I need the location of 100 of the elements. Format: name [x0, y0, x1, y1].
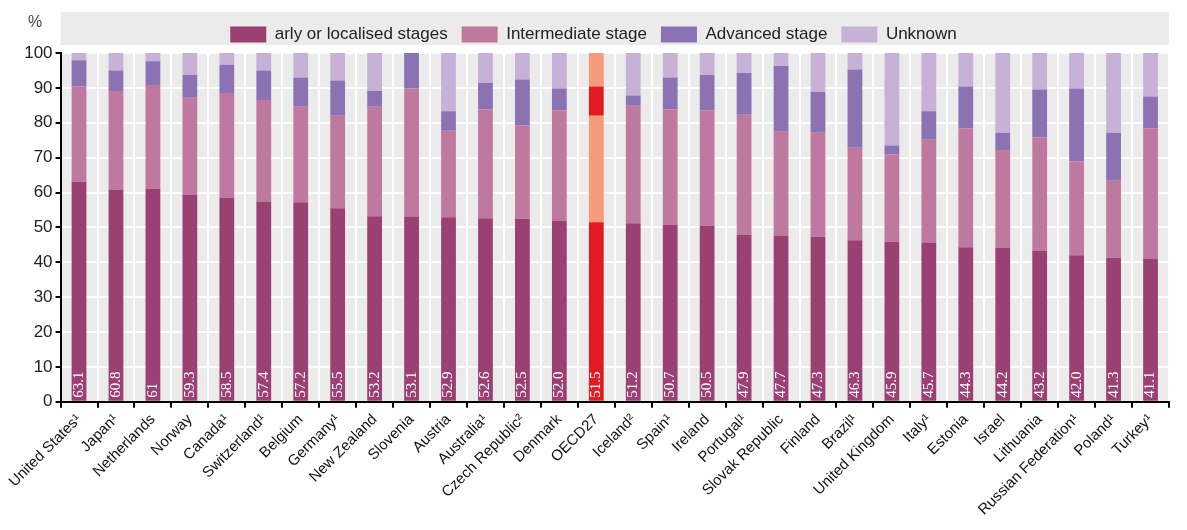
bar [699, 225, 715, 401]
bar [71, 60, 87, 87]
data-label: 53.2 [365, 371, 382, 398]
bar [330, 115, 346, 209]
data-label: 41.3 [1104, 371, 1121, 398]
bar [662, 224, 678, 401]
bar [662, 109, 678, 225]
bar [367, 216, 383, 401]
data-label: 47.3 [808, 371, 825, 398]
y-tick-label: 0 [43, 391, 53, 411]
bar [1143, 53, 1158, 97]
data-label: 58.5 [217, 371, 234, 398]
bar [810, 236, 826, 401]
bar [1069, 88, 1085, 162]
bar [995, 53, 1011, 133]
bar [293, 77, 309, 107]
data-label: 51.5 [587, 371, 604, 398]
bar [921, 53, 937, 112]
bar [551, 88, 567, 111]
bar [256, 201, 272, 401]
bar [515, 79, 530, 126]
legend-label: Unknown [885, 24, 957, 44]
bar [441, 111, 456, 131]
bar [145, 53, 161, 62]
bar [404, 216, 419, 401]
data-label: 45.7 [919, 371, 936, 398]
bar [995, 247, 1011, 401]
bar [995, 149, 1011, 248]
bar [367, 53, 383, 92]
bar [551, 110, 567, 221]
bar [958, 53, 974, 87]
y-tick-label: 60 [33, 182, 53, 202]
y-tick-label: 20 [33, 321, 53, 341]
bar [1106, 132, 1121, 181]
y-axis-title: % [28, 13, 43, 31]
bar [330, 208, 346, 401]
bar [71, 86, 87, 182]
data-label: 52.5 [513, 371, 530, 398]
bar [958, 86, 974, 129]
bar [588, 53, 604, 87]
data-label: 45.9 [882, 371, 899, 398]
bar [182, 194, 198, 401]
bar [625, 223, 641, 401]
data-label: 59.3 [180, 371, 197, 398]
bar [810, 92, 826, 133]
bar [588, 115, 604, 223]
bar [773, 65, 789, 132]
bar [1032, 53, 1048, 90]
bar [515, 53, 530, 80]
bar [256, 53, 272, 71]
bar [404, 88, 419, 217]
data-label: 52.0 [550, 371, 567, 398]
bar [367, 91, 383, 107]
bar [330, 53, 346, 81]
bar [1106, 53, 1121, 133]
bar [478, 53, 493, 83]
bar [256, 100, 272, 202]
data-label: 41.1 [1141, 371, 1158, 398]
bar [699, 74, 715, 111]
y-tick-label: 30 [33, 286, 53, 306]
bar [1069, 53, 1085, 89]
data-label: 47.9 [735, 371, 752, 398]
data-label: 44.2 [993, 371, 1010, 398]
bar [478, 218, 493, 401]
bar [773, 235, 789, 401]
data-label: 51.2 [624, 371, 641, 398]
bar [736, 72, 752, 115]
bar [182, 53, 198, 75]
bar [1143, 128, 1158, 259]
legend-label: Advanced stage [705, 24, 828, 44]
bar [1106, 180, 1121, 258]
data-label: 50.5 [698, 371, 715, 398]
bar [219, 53, 235, 65]
bar [625, 53, 641, 96]
bar [515, 218, 530, 401]
bar [71, 53, 87, 61]
y-tick-label: 70 [33, 147, 53, 167]
bar [182, 74, 198, 98]
bar [256, 70, 272, 101]
bar [1069, 255, 1085, 401]
data-label: 43.2 [1030, 371, 1047, 398]
bar [884, 154, 900, 242]
bar [625, 95, 641, 106]
bar [810, 132, 826, 237]
bar [182, 97, 198, 195]
legend-label: arly or localised stages [274, 24, 448, 44]
bar [108, 70, 124, 92]
bar [699, 110, 715, 226]
bar [588, 86, 604, 116]
data-label: 52.9 [439, 371, 456, 398]
data-label: 42.0 [1067, 371, 1084, 398]
bar [958, 128, 974, 248]
bar [441, 217, 456, 401]
data-label: 46.3 [845, 371, 862, 398]
bar [145, 189, 161, 401]
data-label: 57.2 [291, 371, 308, 398]
bar [441, 130, 456, 218]
bar [736, 114, 752, 235]
bar [219, 197, 235, 401]
bar [1143, 258, 1158, 401]
